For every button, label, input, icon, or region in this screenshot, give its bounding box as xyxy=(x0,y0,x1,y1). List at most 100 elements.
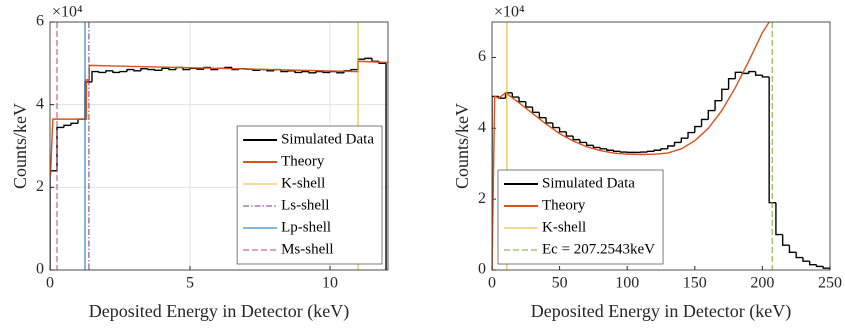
histogram-step xyxy=(653,149,661,152)
histogram-step xyxy=(294,70,303,74)
histogram-step xyxy=(707,109,716,120)
legend-label: Ms-shell xyxy=(281,241,334,257)
histogram-step xyxy=(606,148,614,151)
y-tick-label: 4 xyxy=(36,95,44,112)
histogram-step xyxy=(50,170,58,270)
legend-box xyxy=(236,125,383,265)
y-tick-label: 2 xyxy=(478,190,486,207)
histogram-step xyxy=(748,70,756,74)
histogram-step xyxy=(552,122,560,129)
histogram-step xyxy=(687,131,695,139)
histogram-step xyxy=(133,69,142,72)
histogram-step xyxy=(112,70,121,74)
histogram-step xyxy=(119,70,128,73)
histogram-step xyxy=(98,71,107,74)
histogram-step xyxy=(721,88,729,101)
histogram-step xyxy=(788,245,797,253)
histogram-step xyxy=(592,145,601,149)
histogram-step xyxy=(768,76,776,204)
histogram-step xyxy=(531,107,540,114)
histogram-step xyxy=(287,70,296,72)
x-tick-label: 10 xyxy=(322,275,338,292)
histogram-step xyxy=(714,99,722,111)
histogram-step xyxy=(511,92,520,98)
histogram-step xyxy=(525,101,533,108)
histogram-step xyxy=(126,68,135,72)
y-tick-label: 0 xyxy=(36,261,44,278)
histogram-step xyxy=(734,71,743,79)
histogram-step xyxy=(572,136,580,141)
histogram-step xyxy=(308,71,317,74)
legend-label: Theory xyxy=(281,153,325,169)
legend-label: Simulated Data xyxy=(542,175,635,191)
histogram-step xyxy=(518,97,526,103)
histogram-step xyxy=(646,150,655,153)
x-tick-label: 100 xyxy=(615,275,639,292)
x-tick-label: 200 xyxy=(750,275,774,292)
histogram-step xyxy=(795,252,803,259)
histogram-step xyxy=(775,202,783,236)
histogram-step xyxy=(619,151,628,153)
legend-label: K-shell xyxy=(281,175,325,191)
legend-label: K-shell xyxy=(542,219,586,235)
histogram-step xyxy=(660,148,668,151)
histogram-step xyxy=(161,67,170,71)
histogram-step xyxy=(371,58,380,62)
legend-label: Simulated Data xyxy=(281,131,374,147)
histogram-step xyxy=(168,68,177,71)
x-axis-label: Deposited Energy in Detector (keV) xyxy=(531,301,792,322)
histogram-step xyxy=(781,234,790,246)
histogram-step xyxy=(599,147,607,150)
histogram-step xyxy=(147,68,156,71)
histogram-step xyxy=(761,75,770,78)
theory-line xyxy=(492,22,770,270)
x-tick-label: 150 xyxy=(683,275,707,292)
histogram-step xyxy=(322,71,331,74)
histogram-step xyxy=(350,68,359,71)
legend-box xyxy=(497,169,664,265)
y-scale-label: ×10⁴ xyxy=(494,4,525,21)
histogram-step xyxy=(727,77,736,90)
y-scale-label: ×10⁴ xyxy=(52,4,83,21)
histogram-step xyxy=(565,131,574,137)
histogram-step xyxy=(105,70,114,73)
histogram-step xyxy=(315,70,324,73)
histogram-step xyxy=(91,70,100,82)
histogram-step xyxy=(680,137,689,143)
axes-box xyxy=(49,21,389,271)
histogram-step xyxy=(154,69,163,72)
histogram-step xyxy=(56,126,65,171)
histogram-step xyxy=(63,124,72,128)
histogram-step xyxy=(612,150,621,153)
histogram-step xyxy=(700,118,709,127)
histogram-step xyxy=(754,71,763,76)
x-tick-label: 0 xyxy=(46,275,54,292)
x-axis-label: Deposited Energy in Detector (keV) xyxy=(89,301,350,322)
histogram-step xyxy=(802,257,810,262)
y-tick-label: 0 xyxy=(478,261,486,278)
legend-label: Lp-shell xyxy=(281,219,331,235)
histogram-step xyxy=(70,122,79,126)
y-axis-label: Counts/keV xyxy=(10,103,30,189)
histogram-step xyxy=(822,266,830,269)
y-tick-label: 6 xyxy=(478,48,486,65)
y-tick-label: 2 xyxy=(36,178,44,195)
y-axis-label: Counts/keV xyxy=(452,103,472,189)
histogram-step xyxy=(579,139,587,144)
y-tick-label: 6 xyxy=(36,13,44,30)
legend-label: Ls-shell xyxy=(281,197,329,213)
histogram-step xyxy=(558,127,567,133)
histogram-step xyxy=(492,95,499,270)
plot: 0 50 100 150 200 250 0 2 4 6 ×10⁴ Deposited Energy … xyxy=(452,4,842,322)
x-tick-label: 250 xyxy=(818,275,842,292)
histogram-step xyxy=(538,112,547,119)
histogram-step xyxy=(694,125,702,133)
legend-label: Ec = 207.2543keV xyxy=(542,241,655,257)
legend: Simulated Data Theory K-shell Ec = 207.2543… xyxy=(497,169,664,265)
histogram-step xyxy=(667,145,675,149)
histogram-step xyxy=(585,142,594,146)
legend-label: Theory xyxy=(542,197,586,213)
histogram-step xyxy=(336,71,345,74)
